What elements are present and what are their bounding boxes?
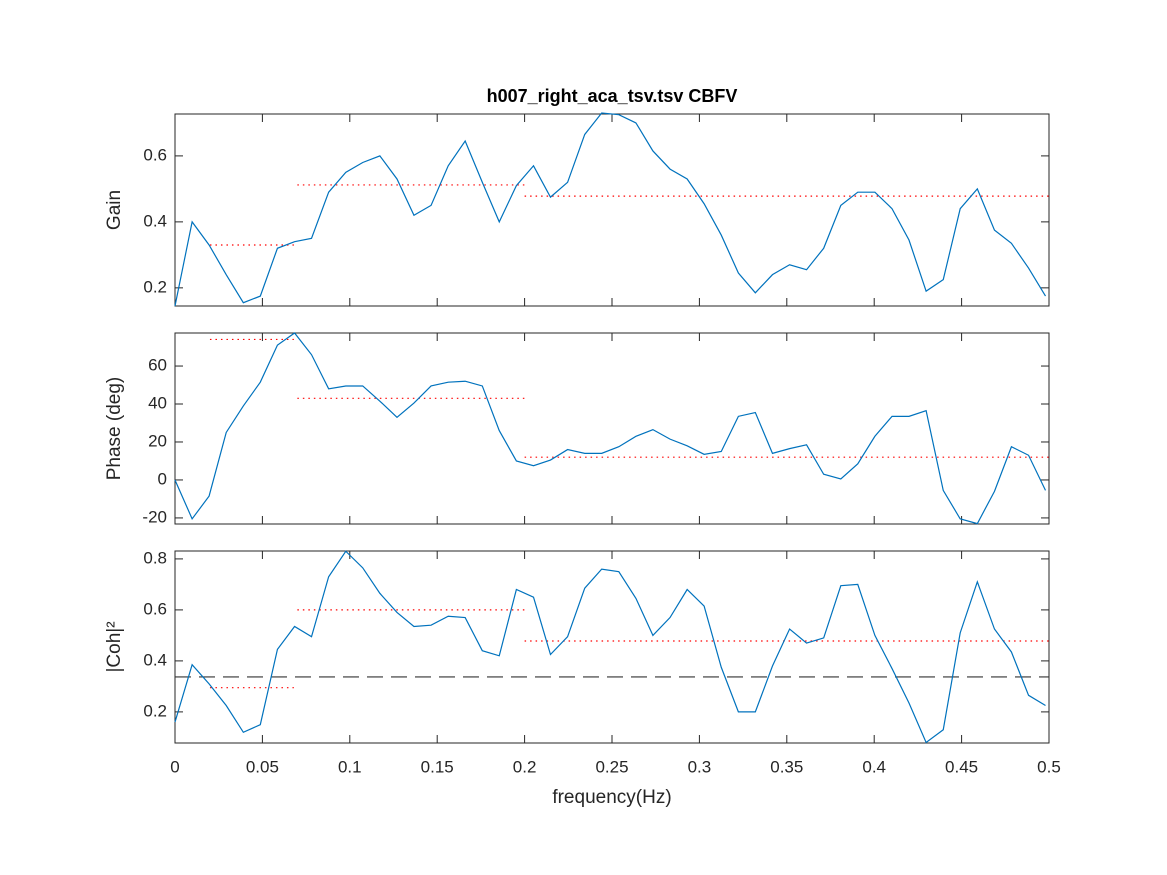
x-tick-label: 0.35 <box>770 757 803 776</box>
y-axis-label: Gain <box>104 190 125 230</box>
y-tick-label: 0.4 <box>143 650 167 669</box>
x-tick-label: 0.15 <box>421 757 454 776</box>
data-line <box>174 112 1047 307</box>
y-tick-label: 0.2 <box>143 277 167 296</box>
y-tick-label: -20 <box>142 507 167 526</box>
x-tick-label: 0.2 <box>513 757 537 776</box>
y-tick-label: 40 <box>148 393 167 412</box>
x-tick-label: 0.5 <box>1037 757 1061 776</box>
x-tick-label: 0.45 <box>945 757 978 776</box>
y-tick-label: 0 <box>158 469 167 488</box>
x-tick-label: 0.3 <box>688 757 712 776</box>
x-tick-label: 0 <box>170 757 179 776</box>
y-axis-label: |Coh|² <box>104 621 125 672</box>
axes-box <box>174 113 1050 307</box>
data-line <box>174 550 1046 744</box>
axes-box <box>174 550 1050 744</box>
y-tick-label: 0.4 <box>143 211 167 230</box>
x-tick-label: 0.1 <box>338 757 362 776</box>
y-tick-label: 0.6 <box>143 599 167 618</box>
y-tick-label: 0.2 <box>143 701 167 720</box>
y-tick-label: 60 <box>148 356 167 375</box>
chart-title: h007_right_aca_tsv.tsv CBFV <box>487 86 738 106</box>
x-tick-label: 0.4 <box>862 757 886 776</box>
y-tick-label: 20 <box>148 431 167 450</box>
x-axis-label: frequency(Hz) <box>552 787 671 808</box>
y-tick-label: 0.6 <box>143 145 167 164</box>
x-tick-label: 0.05 <box>246 757 279 776</box>
y-axis-label: Phase (deg) <box>104 377 125 481</box>
x-tick-label: 0.25 <box>595 757 628 776</box>
axes-box <box>174 332 1050 525</box>
y-tick-label: 0.8 <box>143 548 167 567</box>
data-line <box>174 332 1047 525</box>
